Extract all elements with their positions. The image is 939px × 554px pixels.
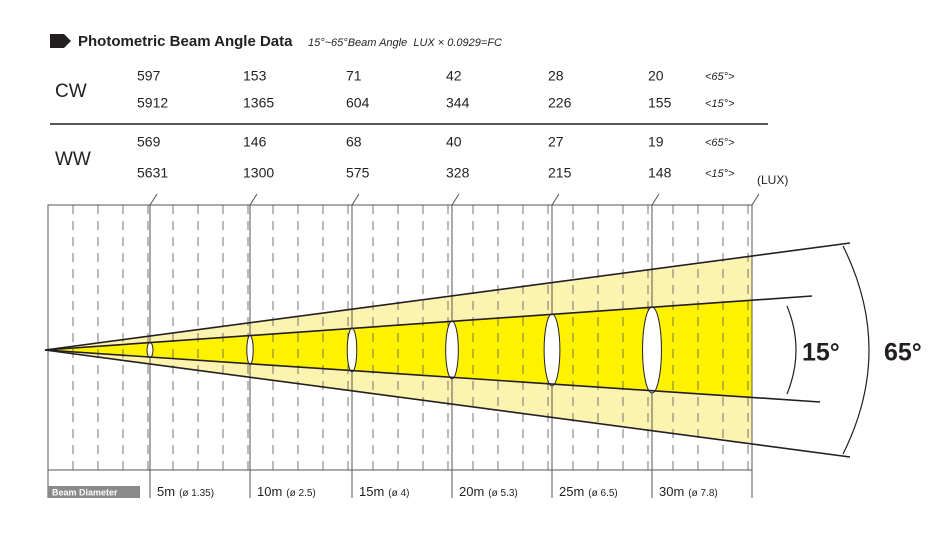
beam-ellipse — [642, 306, 662, 394]
diameter: (ø 5.3) — [488, 488, 517, 499]
distance: 20m — [459, 484, 484, 499]
distance: 10m — [257, 484, 282, 499]
lux-value: 328 — [446, 165, 470, 181]
diameter: (ø 7.8) — [688, 488, 717, 499]
beam-ellipse — [246, 335, 254, 365]
beam-edge — [44, 295, 813, 351]
lux-value: 604 — [346, 95, 370, 111]
lux-value: 40 — [446, 134, 462, 150]
distance-label: 15m (ø 4) — [359, 484, 409, 499]
lux-value: 155 — [648, 95, 672, 111]
lux-value: 5912 — [137, 95, 168, 111]
arc-65 — [842, 245, 870, 455]
tag-icon — [50, 34, 71, 48]
arc-15 — [786, 305, 797, 395]
inner-cone — [45, 300, 752, 398]
lux-value: 71 — [346, 68, 362, 84]
lux-value: 20 — [648, 68, 664, 84]
diameter: (ø 2.5) — [286, 488, 315, 499]
tick — [451, 193, 460, 206]
lux-value: 153 — [243, 68, 267, 84]
angle-label: <65°> — [705, 137, 735, 149]
distance: 25m — [559, 484, 584, 499]
beam-ellipse — [543, 313, 561, 387]
tick — [651, 193, 660, 206]
lux-value: 344 — [446, 95, 470, 111]
subtitle: 15°~65°Beam Angle LUX × 0.0929=FC — [308, 37, 502, 49]
distance: 15m — [359, 484, 384, 499]
group-label: WW — [55, 149, 91, 170]
distance-label: 25m (ø 6.5) — [559, 484, 618, 499]
unit-label: (LUX) — [757, 173, 788, 187]
lux-value: 597 — [137, 68, 161, 84]
beam-ellipse — [146, 342, 154, 358]
diameter: (ø 4) — [388, 488, 409, 499]
distance-label: 10m (ø 2.5) — [257, 484, 316, 499]
tick — [551, 193, 560, 206]
beam-edge — [44, 349, 851, 458]
lux-value: 569 — [137, 134, 161, 150]
tick — [149, 193, 158, 206]
distance: 30m — [659, 484, 684, 499]
lux-value: 19 — [648, 134, 664, 150]
beam-ellipse — [346, 327, 358, 373]
distance-label: 5m (ø 1.35) — [157, 484, 214, 499]
diameter: (ø 6.5) — [588, 488, 617, 499]
distance-label: 20m (ø 5.3) — [459, 484, 518, 499]
group-label: CW — [55, 81, 87, 102]
lux-value: 1365 — [243, 95, 274, 111]
beam-ellipse — [445, 320, 459, 380]
lux-value: 1300 — [243, 165, 274, 181]
tick — [249, 193, 258, 206]
beam-edge — [44, 242, 851, 351]
lux-value: 68 — [346, 134, 362, 150]
beam-label-bg — [48, 486, 140, 498]
lux-value: 215 — [548, 165, 572, 181]
inner-angle: 15° — [802, 339, 840, 367]
distance-label: 30m (ø 7.8) — [659, 484, 718, 499]
lux-value: 28 — [548, 68, 564, 84]
lux-value: 27 — [548, 134, 564, 150]
lux-value: 575 — [346, 165, 370, 181]
tick — [751, 193, 760, 206]
title: Photometric Beam Angle Data — [78, 33, 293, 50]
lux-value: 226 — [548, 95, 572, 111]
outer-angle: 65° — [884, 339, 922, 367]
diameter: (ø 1.35) — [179, 488, 214, 499]
beam-edge — [44, 349, 821, 403]
angle-label: <15°> — [705, 168, 735, 180]
lux-value: 42 — [446, 68, 462, 84]
distance: 5m — [157, 484, 175, 499]
tick — [351, 193, 360, 206]
lux-value: 146 — [243, 134, 267, 150]
angle-label: <15°> — [705, 98, 735, 110]
lux-value: 148 — [648, 165, 672, 181]
lux-value: 5631 — [137, 165, 168, 181]
angle-label: <65°> — [705, 71, 735, 83]
beam-diagram: 5m (ø 1.35) 10m (ø 2.5) 15m (ø 4) 20m (ø 5.3) 25… — [44, 193, 870, 499]
beam-label: Beam Diameter — [52, 487, 118, 497]
